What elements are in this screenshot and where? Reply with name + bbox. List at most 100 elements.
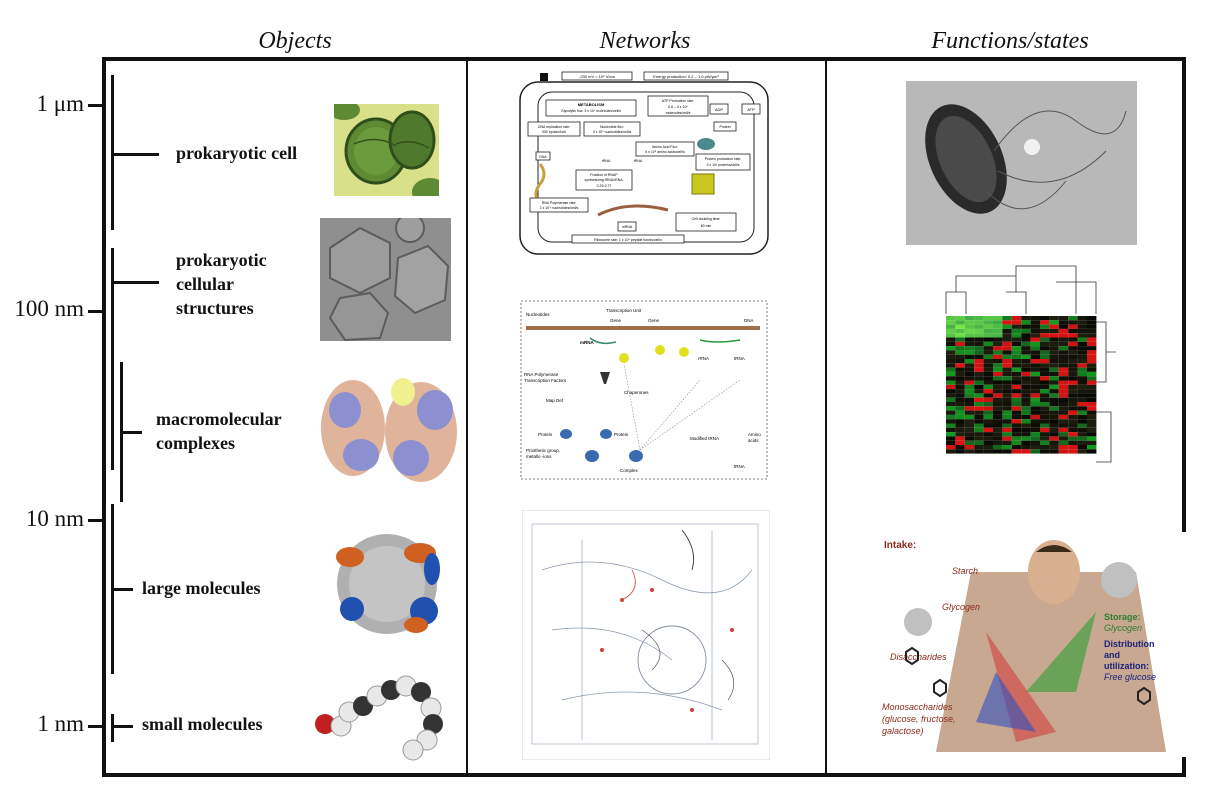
heatmap-cell bbox=[993, 419, 1003, 424]
heatmap-cell bbox=[1049, 423, 1059, 428]
range-connector-small bbox=[111, 725, 133, 728]
heatmap-cell bbox=[983, 346, 993, 351]
heatmap-cell bbox=[1087, 414, 1097, 420]
heatmap-cell bbox=[1058, 432, 1069, 437]
heatmap-cell bbox=[983, 380, 993, 385]
heatmap-cell bbox=[983, 333, 993, 338]
heatmap-cell bbox=[1021, 316, 1031, 321]
heatmap-cell bbox=[964, 316, 975, 321]
heatmap-cell bbox=[993, 350, 1003, 355]
heatmap-cell bbox=[993, 445, 1003, 450]
heatmap-cell bbox=[1030, 445, 1040, 450]
heatmap-cell bbox=[1021, 449, 1031, 454]
heatmap-cell bbox=[974, 402, 984, 407]
heatmap-cell bbox=[946, 432, 956, 437]
heatmap-cell bbox=[1021, 359, 1031, 364]
heatmap-cell bbox=[1068, 359, 1078, 364]
heatmap-cell bbox=[1058, 414, 1069, 420]
heatmap-cell bbox=[1049, 337, 1059, 342]
heatmap-cell bbox=[1068, 397, 1078, 402]
heatmap-cell bbox=[1058, 402, 1069, 407]
heatmap-cell bbox=[1049, 333, 1059, 338]
heatmap-cell bbox=[1030, 384, 1040, 390]
heatmap-cell bbox=[993, 337, 1003, 342]
heatmap-cell bbox=[1058, 359, 1069, 364]
heatmap-cell bbox=[964, 406, 975, 411]
heatmap-cell bbox=[1040, 320, 1050, 325]
heatmap-cell bbox=[964, 371, 975, 377]
label-small-molecules: small molecules bbox=[142, 714, 263, 734]
heatmap-cell bbox=[1049, 393, 1059, 398]
heatmap-cell bbox=[993, 354, 1003, 359]
heatmap-cell bbox=[1058, 320, 1069, 325]
transcription-network-diagram: Nucleotides Transcription Unit Gene Gene… bbox=[520, 300, 768, 480]
heatmap-cell bbox=[993, 406, 1003, 411]
heatmap-cell bbox=[1058, 354, 1069, 359]
heatmap-cell bbox=[1040, 419, 1050, 424]
heatmap-cell bbox=[1002, 341, 1012, 347]
heatmap-cell bbox=[1002, 333, 1012, 338]
heatmap-cell bbox=[1030, 380, 1040, 385]
atp-label: ATP bbox=[747, 107, 755, 112]
heatmap-cell bbox=[1068, 363, 1078, 368]
heatmap-cell bbox=[946, 419, 956, 424]
heatmap-cell bbox=[974, 380, 984, 385]
heatmap-cell bbox=[1077, 328, 1087, 334]
heatmap-cell bbox=[983, 320, 993, 325]
heatmap-cell bbox=[1030, 449, 1040, 454]
heatmap-cell bbox=[1077, 397, 1087, 402]
heatmap-cell bbox=[1040, 427, 1050, 433]
amino-acid-flux: Amino Acid Flux: bbox=[652, 145, 678, 149]
heatmap-cell bbox=[1021, 371, 1031, 377]
heatmap-cell bbox=[974, 389, 984, 394]
heatmap-cell bbox=[955, 440, 965, 445]
heatmap-cell bbox=[946, 333, 956, 338]
heatmap-cell bbox=[1068, 406, 1078, 411]
heatmap-cell bbox=[1068, 410, 1078, 415]
heatmap-cell bbox=[1049, 419, 1059, 424]
heatmap-cell bbox=[955, 410, 965, 415]
rna-polymerase-rate: 3 x 10⁴ nucleotides/cell/s bbox=[540, 206, 579, 210]
heatmap-cell bbox=[1077, 449, 1087, 454]
glucose-metabolism-diagram: Intake: Starch Glycogen Storage: Glycoge… bbox=[876, 532, 1186, 757]
heatmap-cell bbox=[1077, 389, 1087, 394]
mrna-label: mRNA bbox=[622, 225, 633, 229]
heatmap-cell bbox=[1011, 419, 1022, 424]
heatmap-cell bbox=[1087, 393, 1097, 398]
heatmap-cell bbox=[993, 363, 1003, 368]
heatmap-cell bbox=[1002, 389, 1012, 394]
heatmap-cell bbox=[946, 423, 956, 428]
heatmap-cell bbox=[946, 350, 956, 355]
heatmap-cell bbox=[1011, 376, 1022, 381]
heatmap-cell bbox=[955, 380, 965, 385]
scale-tick-1um bbox=[88, 104, 102, 107]
heatmap-cell bbox=[983, 427, 993, 433]
heatmap-cell bbox=[1068, 341, 1078, 347]
heatmap-cell bbox=[993, 440, 1003, 445]
heatmap-cell bbox=[964, 423, 975, 428]
heatmap-cell bbox=[1058, 350, 1069, 355]
heatmap-cell bbox=[1077, 402, 1087, 407]
heatmap-cell bbox=[1040, 376, 1050, 381]
heatmap-cell bbox=[1030, 363, 1040, 368]
heatmap-cell bbox=[983, 341, 993, 347]
heatmap-cell bbox=[1002, 449, 1012, 454]
heatmap-cell bbox=[974, 354, 984, 359]
heatmap-cell bbox=[964, 363, 975, 368]
heatmap-cell bbox=[1011, 389, 1022, 394]
distribution-label: Distribution bbox=[1104, 639, 1155, 649]
heatmap-cell bbox=[946, 371, 956, 377]
heatmap-cell bbox=[1002, 320, 1012, 325]
rnap-tf-label-2: Transcription Factors bbox=[524, 378, 567, 383]
heatmap-cell bbox=[1049, 376, 1059, 381]
heatmap-cell bbox=[1030, 320, 1040, 325]
heatmap-cell bbox=[983, 402, 993, 407]
protein-label-2: Protein bbox=[614, 432, 629, 437]
glycolytic-flux: Glycolytic flux: 3 x 10⁶ molecules/cell/… bbox=[561, 109, 621, 113]
heatmap-cell bbox=[1058, 410, 1069, 415]
heatmap-cell bbox=[1002, 337, 1012, 342]
heatmap-cell bbox=[1049, 449, 1059, 454]
column-divider-2 bbox=[825, 57, 827, 777]
heatmap-cell bbox=[1087, 419, 1097, 424]
atp-production: ATP Production rate: bbox=[662, 99, 694, 103]
